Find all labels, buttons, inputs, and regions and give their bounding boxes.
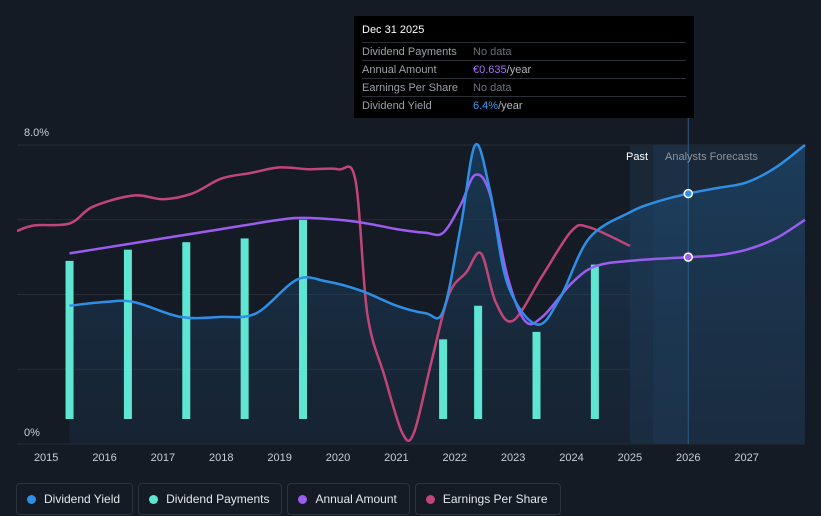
tooltip-row: Annual Amount €0.635 /year <box>362 60 686 78</box>
tooltip: Dec 31 2025 Dividend Payments No data An… <box>354 16 694 118</box>
dividend-yield-line <box>69 142 806 326</box>
tooltip-value: No data <box>473 45 512 58</box>
legend-dot-icon <box>149 494 159 504</box>
tooltip-row: Dividend Payments No data <box>362 42 686 60</box>
tooltip-key: Dividend Yield <box>362 99 432 112</box>
x-tick-label: 2020 <box>326 452 350 464</box>
tooltip-key: Earnings Per Share <box>362 81 458 94</box>
dividend-payments-bars <box>65 219 599 419</box>
tooltip-date: Dec 31 2025 <box>362 24 425 36</box>
dividend-yield-area <box>69 144 805 444</box>
dividend-payment-bar <box>590 264 599 419</box>
tooltip-row: Earnings Per Share No data <box>362 78 686 96</box>
dividend-payment-bar <box>123 249 132 419</box>
legend-dividend-yield[interactable]: Dividend Yield <box>16 483 134 515</box>
forecast-label: Analysts Forecasts <box>665 151 758 163</box>
tooltip-row: Dividend Yield 6.4% /year <box>362 96 686 114</box>
x-tick-label: 2025 <box>618 452 642 464</box>
x-tick-label: 2027 <box>734 452 758 464</box>
dividend-payment-bar <box>299 219 308 419</box>
dividend-payment-bar <box>65 260 74 419</box>
x-axis-ticks: 2015 2016 2017 2018 2019 2020 2021 2022 2023 2024… <box>34 452 759 464</box>
earnings-per-share-line <box>16 165 631 442</box>
tooltip-value: No data <box>473 81 512 94</box>
x-tick-label: 2022 <box>443 452 467 464</box>
x-tick-label: 2015 <box>34 452 58 464</box>
dividend-payment-bar <box>182 242 191 419</box>
legend-label: Dividend Yield <box>44 492 121 506</box>
tooltip-key: Annual Amount <box>362 63 437 76</box>
legend-label: Annual Amount <box>315 492 397 506</box>
legend-label: Dividend Payments <box>166 492 270 506</box>
x-tick-label: 2016 <box>92 452 116 464</box>
legend-dot-icon <box>27 494 36 504</box>
past-label: Past <box>626 151 648 163</box>
annual-marker <box>683 252 694 262</box>
legend-annual-amount[interactable]: Annual Amount <box>287 483 410 515</box>
x-tick-label: 2019 <box>267 452 291 464</box>
dividend-payment-bar <box>240 238 249 419</box>
legend-dividend-payments[interactable]: Dividend Payments <box>138 483 283 515</box>
tooltip-value: 6.4% <box>473 99 499 112</box>
tooltip-unit: /year <box>498 99 523 112</box>
x-tick-label: 2024 <box>559 452 583 464</box>
x-tick-label: 2017 <box>151 452 175 464</box>
forecast-markers <box>683 188 694 262</box>
dividend-payment-bar <box>474 305 483 419</box>
legend-label: Earnings Per Share <box>442 492 548 506</box>
x-tick-label: 2023 <box>501 452 525 464</box>
x-tick-label: 2021 <box>384 452 408 464</box>
legend-earnings-per-share[interactable]: Earnings Per Share <box>414 483 561 515</box>
legend: Dividend Yield Dividend Payments Annual … <box>16 483 561 515</box>
y-tick-top: 8.0% <box>24 127 49 139</box>
legend-dot-icon <box>425 494 435 504</box>
dividend-payment-bar <box>532 331 541 419</box>
dividend-payment-bar <box>439 339 448 419</box>
legend-dot-icon <box>298 494 308 504</box>
tooltip-value: €0.635 <box>473 63 507 76</box>
y-tick-bottom: 0% <box>24 427 40 439</box>
yield-marker <box>683 188 694 199</box>
x-tick-label: 2026 <box>676 452 700 464</box>
x-tick-label: 2018 <box>209 452 233 464</box>
tooltip-unit: /year <box>506 63 532 76</box>
tooltip-key: Dividend Payments <box>362 45 457 58</box>
